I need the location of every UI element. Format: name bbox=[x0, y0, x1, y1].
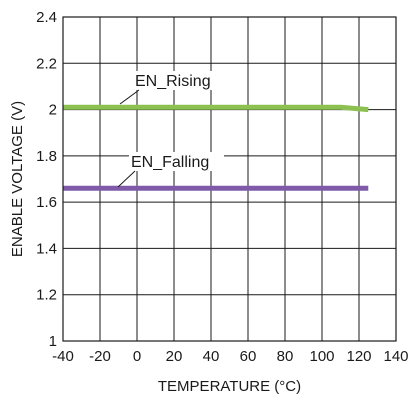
y-tick-label: 1.4 bbox=[36, 240, 57, 257]
series-layer bbox=[63, 104, 369, 191]
series-label-en-rising: EN_Rising bbox=[135, 73, 211, 90]
series-label-background bbox=[133, 71, 228, 90]
series-label-leader bbox=[119, 89, 140, 105]
y-tick-label: 1 bbox=[49, 333, 57, 350]
x-tick-label: -40 bbox=[52, 348, 74, 365]
plot-frame bbox=[62, 16, 397, 342]
series-line-en-rising bbox=[63, 104, 369, 113]
x-tick-label: 40 bbox=[203, 348, 220, 365]
series-label-en-falling: EN_Falling bbox=[131, 154, 209, 171]
y-tick-label: 2.2 bbox=[36, 55, 57, 72]
y-tick-label: 1.8 bbox=[36, 148, 57, 165]
x-tick-label: -20 bbox=[89, 348, 111, 365]
tick-labels: 1 1.2 1.4 1.6 1.8 2 2.2 2.4 -40 -20 0 20 40 60 80 100 12… bbox=[36, 9, 408, 365]
x-tick-label: 140 bbox=[383, 348, 408, 365]
grid bbox=[62, 16, 397, 342]
y-tick-label: 2 bbox=[49, 102, 57, 119]
x-tick-label: 80 bbox=[277, 348, 294, 365]
series-label-leader bbox=[117, 170, 136, 188]
x-axis-title: TEMPERATURE (°C) bbox=[158, 378, 301, 395]
series-label-background bbox=[129, 152, 224, 171]
y-tick-label: 2.4 bbox=[36, 9, 57, 26]
x-tick-label: 100 bbox=[309, 348, 334, 365]
y-tick-label: 1.2 bbox=[36, 287, 57, 304]
y-axis-title: ENABLE VOLTAGE (V) bbox=[9, 101, 26, 257]
x-tick-label: 0 bbox=[133, 348, 141, 365]
x-tick-label: 60 bbox=[240, 348, 257, 365]
y-tick-label: 1.6 bbox=[36, 194, 57, 211]
x-tick-label: 120 bbox=[346, 348, 371, 365]
x-tick-label: 20 bbox=[166, 348, 183, 365]
series-labels: EN_Rising EN_Falling bbox=[117, 71, 228, 188]
